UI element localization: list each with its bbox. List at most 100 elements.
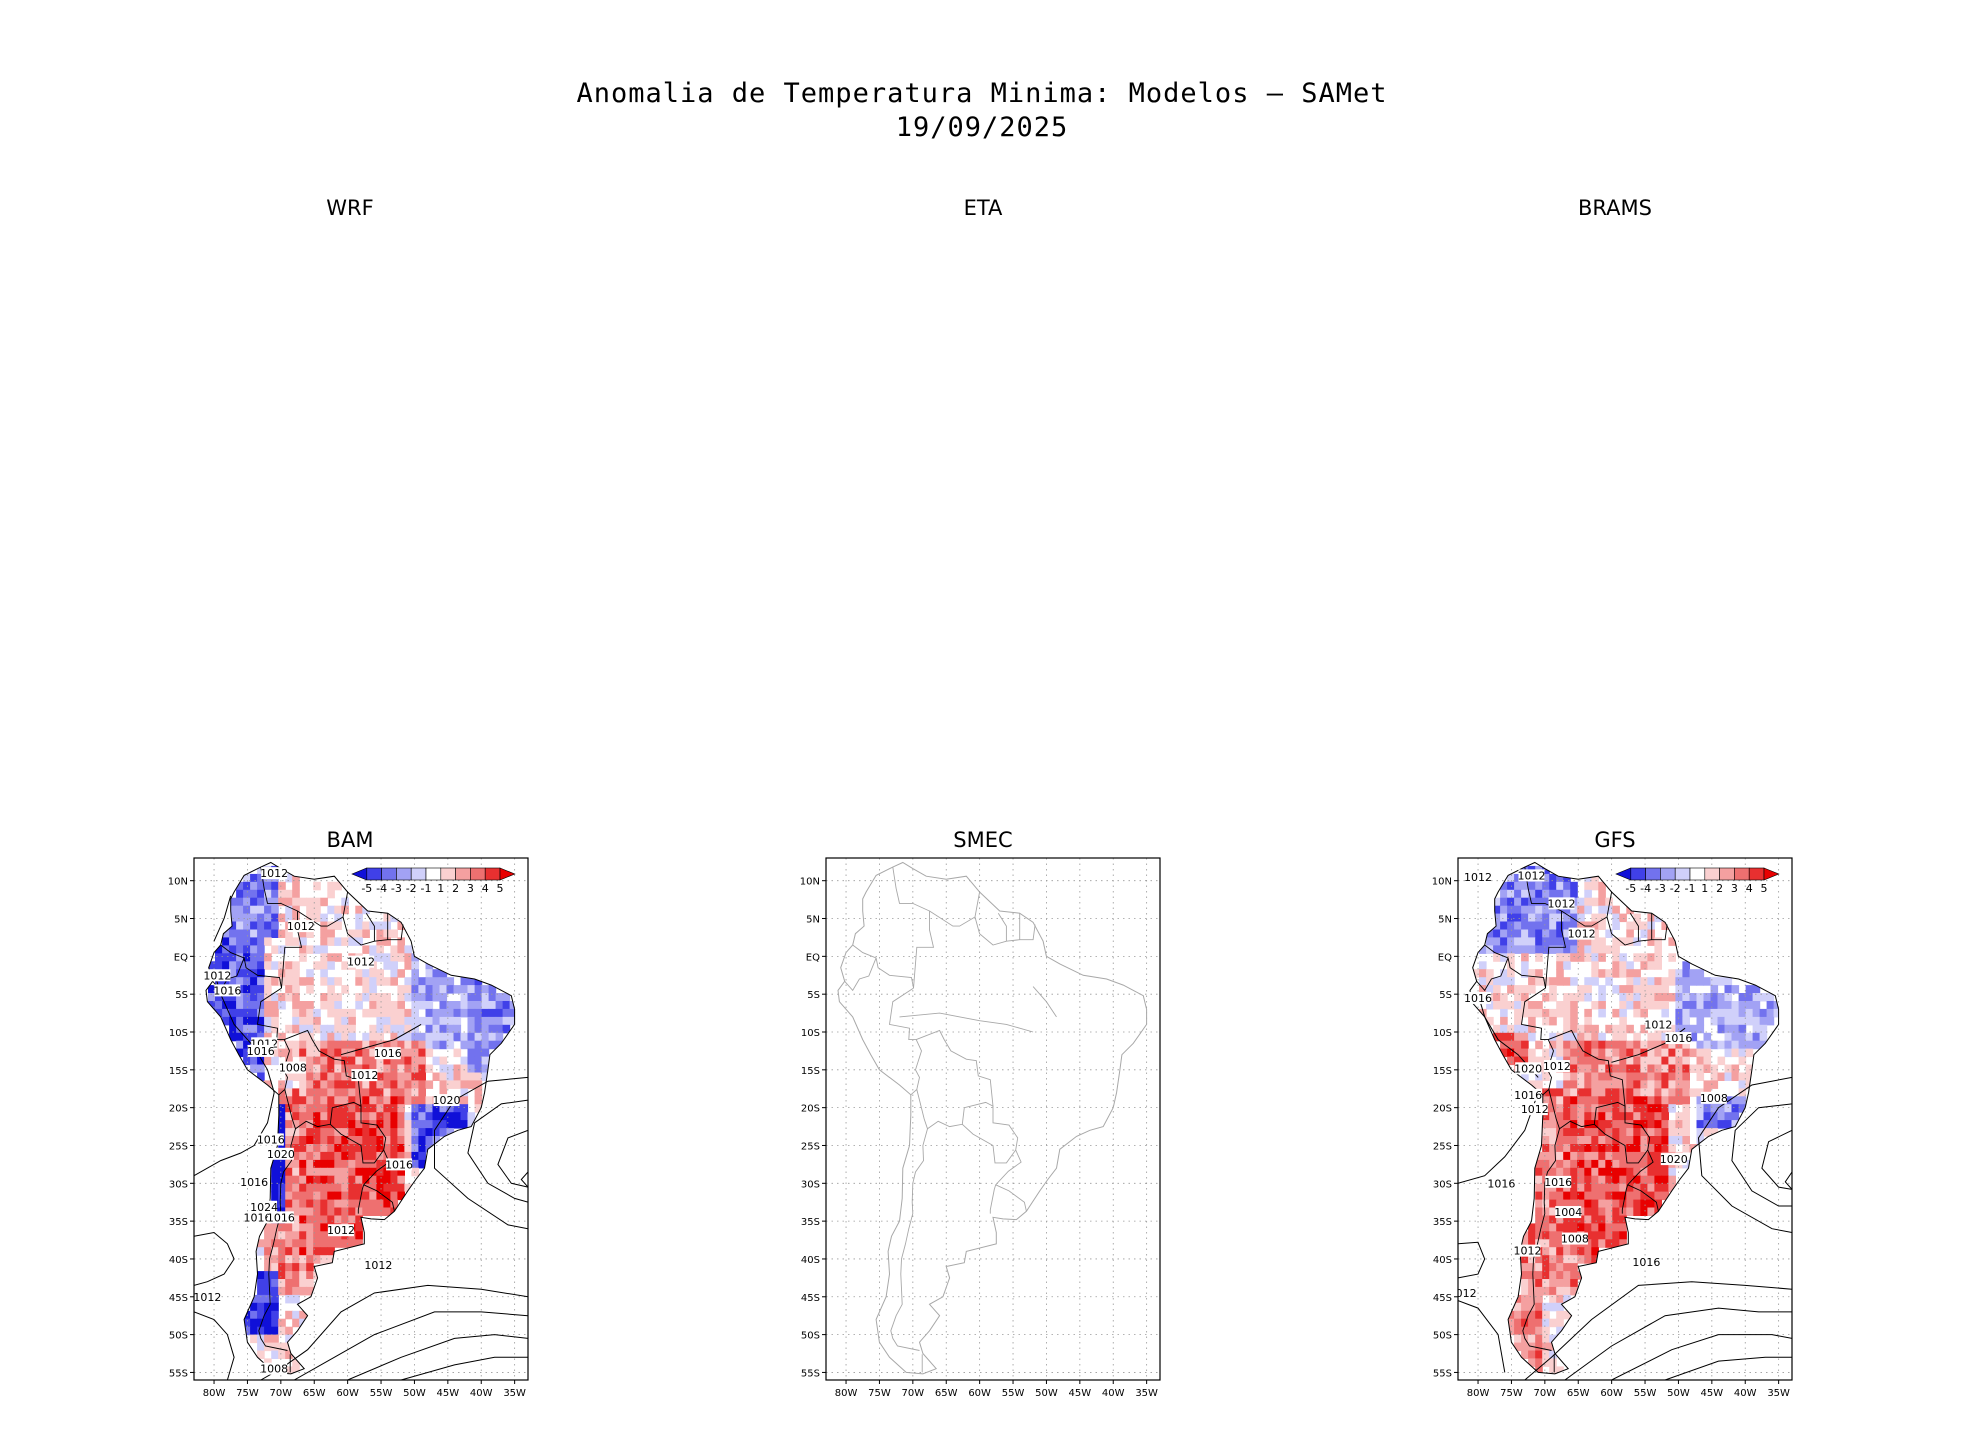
lat-tick-label: 30S	[169, 1179, 188, 1190]
lat-tick-label: 35S	[1433, 1217, 1452, 1228]
colorbar-label: 3	[467, 882, 474, 895]
colorbar-label: -4	[376, 882, 387, 895]
colorbar-label: -2	[1670, 882, 1681, 895]
colorbar: -5 -4 -3 -2 -1 1 2 3 4 5	[1615, 867, 1780, 895]
colorbar-label: 3	[1731, 882, 1738, 895]
lat-lon-grid	[826, 858, 1160, 1380]
lon-tick-label: 35W	[503, 1388, 526, 1399]
isobar-label: 1016	[240, 1176, 268, 1189]
lon-tick-label: 40W	[470, 1388, 493, 1399]
isobar-label: 1012	[1464, 871, 1492, 884]
isobar-label: 1016	[243, 1211, 271, 1224]
lon-tick-label: 55W	[1634, 1388, 1657, 1399]
lat-tick-label: 45S	[1433, 1293, 1452, 1304]
colorbar-label: -2	[406, 882, 417, 895]
colorbar-label: 2	[1716, 882, 1723, 895]
lon-tick-label: 50W	[1035, 1388, 1058, 1399]
lon-tick-label: 50W	[1667, 1388, 1690, 1399]
isobar-label: 1012	[287, 920, 315, 933]
isobar-label-bg	[1633, 1255, 1660, 1268]
isobar-label: 1016	[213, 984, 241, 997]
lon-tick-label: 75W	[236, 1388, 259, 1399]
lat-tick-label: EQ	[806, 952, 820, 963]
isobar-label-bg	[374, 1047, 401, 1060]
colorbar-label: -5	[361, 882, 372, 895]
country-borders	[844, 867, 1057, 1373]
lat-tick-label: 25S	[1433, 1141, 1452, 1152]
isobar-label: 1016	[267, 1211, 295, 1224]
isobar-label: 1008	[1561, 1233, 1589, 1246]
isobar-label-bg	[267, 1211, 294, 1224]
lon-tick-label: 45W	[437, 1388, 460, 1399]
isobar-label-bg	[244, 1211, 271, 1224]
lon-tick-label: 65W	[1567, 1388, 1590, 1399]
colorbar-label: 1	[437, 882, 444, 895]
isobar-label-bg	[433, 1094, 460, 1107]
lat-tick-label: 5S	[175, 990, 188, 1001]
lat-tick-label: 35S	[801, 1217, 820, 1228]
isobar-label: 1012	[327, 1224, 355, 1237]
lat-tick-label: 5N	[174, 915, 188, 926]
lat-lon-grid	[1458, 858, 1792, 1380]
colorbar-label: -3	[1655, 882, 1666, 895]
colorbar: -5 -4 -3 -2 -1 1 2 3 4 5	[351, 867, 516, 895]
isobar-label: 1016	[374, 1047, 402, 1060]
isobar-label-bg	[1514, 1244, 1541, 1257]
lat-tick-label: 20S	[801, 1104, 820, 1115]
lat-tick-label: 40S	[1433, 1255, 1452, 1266]
isobar-label-bg	[1548, 897, 1575, 910]
lon-tick-label: 60W	[1600, 1388, 1623, 1399]
colorbar-label: -4	[1640, 882, 1651, 895]
lon-tick-label: 80W	[203, 1388, 226, 1399]
coastline	[1469, 861, 1780, 1375]
isobar-label-bg	[1465, 870, 1492, 883]
lon-tick-label: 70W	[1534, 1388, 1557, 1399]
lat-tick-label: 10S	[169, 1028, 188, 1039]
isobar-label-bg	[194, 1290, 221, 1303]
isobar-label-bg	[247, 1044, 274, 1057]
isobar-label-bg	[1458, 1287, 1476, 1299]
isobar-label: 1016	[1632, 1256, 1660, 1269]
lon-tick-label: 35W	[1767, 1388, 1790, 1399]
lon-tick-label: 70W	[902, 1388, 925, 1399]
isobar-label: 1012	[364, 1259, 392, 1272]
lat-tick-label: 5N	[1438, 915, 1452, 926]
isobar-label-bg	[365, 1259, 392, 1272]
anomaly-field	[208, 865, 515, 1374]
isobar-label-bg	[1700, 1091, 1727, 1104]
lat-tick-label: 30S	[1433, 1179, 1452, 1190]
lat-tick-label: 5S	[1439, 990, 1452, 1001]
lat-tick-label: 10S	[801, 1028, 820, 1039]
lon-tick-label: 55W	[1002, 1388, 1025, 1399]
isobar-label-bg	[241, 1175, 268, 1188]
isobar-label-bg	[348, 955, 374, 968]
isobar-label: 1016	[1664, 1032, 1692, 1045]
lat-tick-label: 20S	[169, 1104, 188, 1115]
lon-tick-label: 65W	[303, 1388, 326, 1399]
isobar-label-bg	[1488, 1177, 1515, 1190]
isobar-label: 1012	[1513, 1245, 1541, 1258]
country-borders	[212, 867, 404, 1373]
isobar-label-bg	[251, 1200, 278, 1213]
isobar-label: 1012	[1517, 869, 1545, 882]
isobar-label: 1012	[203, 969, 231, 982]
coastline	[205, 861, 516, 1375]
isobar-label: 1012	[1521, 1103, 1549, 1116]
lon-tick-label: 70W	[270, 1388, 293, 1399]
isobar-label-bg	[1545, 1175, 1572, 1188]
map-panel-smec: 80W 75W 70W 65W 60W 55W 50W 45W 40W 35W 10N 5N EQ 5S 1…	[800, 857, 1161, 1399]
lon-tick-label: 35W	[1135, 1388, 1158, 1399]
colorbar-label: 5	[497, 882, 504, 895]
lat-tick-label: 30S	[801, 1179, 820, 1190]
isobar-label: 1012	[1568, 928, 1596, 941]
isobar-label-bg	[1645, 1018, 1672, 1031]
isobar-label: 1008	[1700, 1092, 1728, 1105]
isobar-label: 1016	[385, 1158, 413, 1171]
map-border	[193, 857, 529, 1381]
lon-tick-label: 55W	[370, 1388, 393, 1399]
lat-tick-label: 50S	[801, 1331, 820, 1342]
panel-title-eta: ETA	[963, 196, 1003, 220]
lat-tick-label: 40S	[169, 1255, 188, 1266]
